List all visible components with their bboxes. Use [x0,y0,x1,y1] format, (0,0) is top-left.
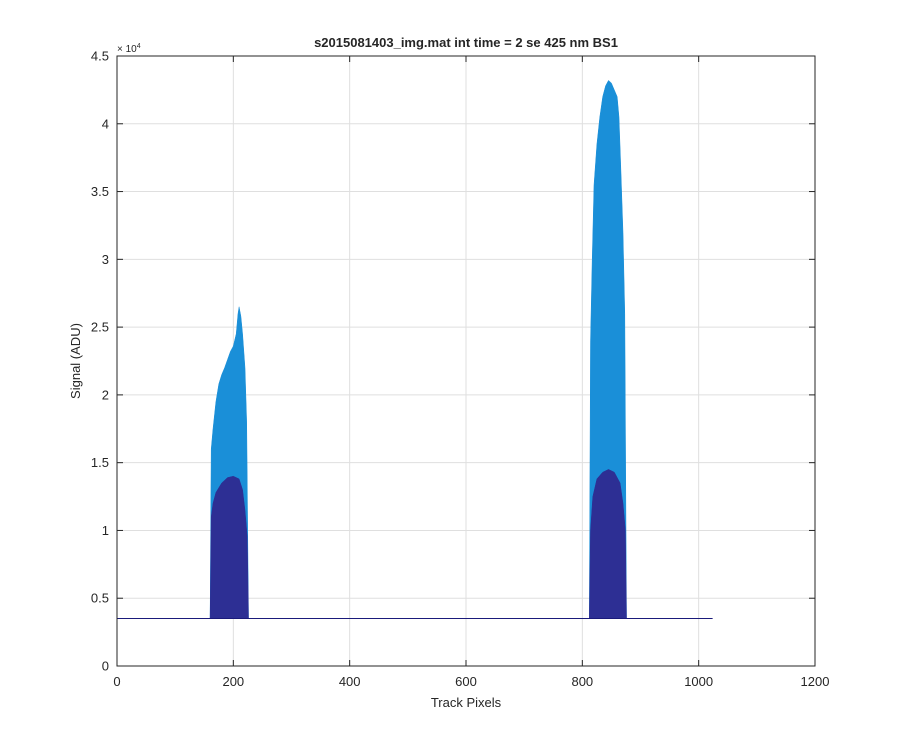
x-tick-label: 600 [455,674,477,689]
x-tick-label: 1200 [801,674,830,689]
y-tick-label: 1.5 [91,455,109,470]
x-axis-label: Track Pixels [431,695,502,710]
series-layer [209,79,627,619]
x-axis: 0 200 400 600 800 1000 1200 [113,56,829,689]
x-tick-label: 200 [222,674,244,689]
y-tick-label: 3 [102,252,109,267]
y-tick-label: 4 [102,116,109,131]
x-tick-label: 400 [339,674,361,689]
y-tick-label: 2.5 [91,320,109,335]
x-tick-label: 0 [113,674,120,689]
chart-title: s2015081403_img.mat int time = 2 se 425 … [314,35,618,50]
y-tick-label: 0 [102,659,109,674]
y-tick-label: 2 [102,387,109,402]
x-tick-label: 1000 [684,674,713,689]
y-tick-label: 0.5 [91,591,109,606]
y-tick-label: 3.5 [91,184,109,199]
x-tick-label: 800 [571,674,593,689]
y-axis: 0 0.5 1 1.5 2 2.5 3 3.5 4 4.5 [91,49,815,674]
y-axis-label: Signal (ADU) [68,323,83,399]
y-tick-label: 1 [102,523,109,538]
y-exponent-label: × 104 [117,43,141,55]
y-tick-label: 4.5 [91,49,109,64]
series-1-peak-1 [589,469,627,619]
series-1-peak-0 [209,475,249,619]
